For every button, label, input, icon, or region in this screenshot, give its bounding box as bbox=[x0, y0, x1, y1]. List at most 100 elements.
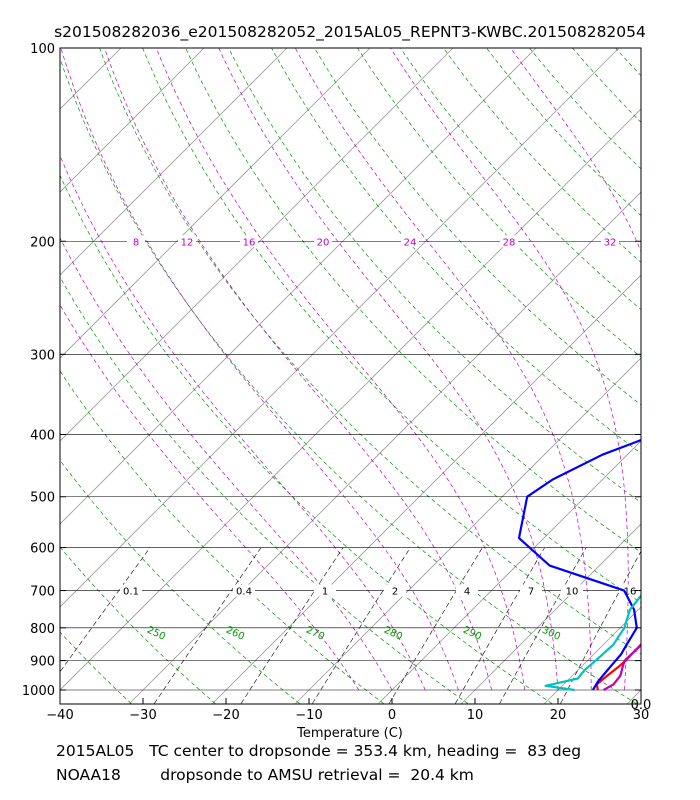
isotherm bbox=[60, 48, 537, 525]
y-tick-label: 800 bbox=[30, 622, 55, 637]
mixing-ratio-line bbox=[312, 547, 411, 704]
series-line-2 bbox=[517, 438, 641, 691]
mixing-ratio-label: 4 bbox=[464, 587, 470, 598]
moist-adiabat-label: 20 bbox=[317, 237, 330, 248]
moist-adiabat-label-bg bbox=[500, 235, 518, 248]
isotherm bbox=[60, 48, 205, 193]
moist-adiabat-label: 32 bbox=[604, 237, 617, 248]
dry-adiabat bbox=[60, 276, 469, 704]
moist-adiabat bbox=[656, 48, 700, 690]
caption-amsu-distance: NOAA18 dropsonde to AMSU retrieval = 20.… bbox=[56, 766, 474, 784]
mixing-ratio-label-bg bbox=[384, 584, 406, 597]
isotherm bbox=[212, 274, 641, 704]
series-line-3 bbox=[544, 593, 641, 692]
isotherm bbox=[60, 48, 620, 608]
isotherm bbox=[60, 48, 454, 442]
moist-adiabat bbox=[390, 48, 629, 691]
dry-adiabat bbox=[60, 631, 132, 704]
mixing-ratio-label-bg bbox=[456, 584, 478, 597]
moist-adiabat-label-bg bbox=[314, 235, 332, 248]
dry-adiabat bbox=[529, 48, 641, 170]
isotherm bbox=[60, 48, 288, 276]
dry-adiabat-label: 290 bbox=[461, 625, 483, 643]
y-tick-label: 300 bbox=[30, 348, 55, 363]
dry-adiabat bbox=[486, 48, 641, 216]
chart-series bbox=[517, 438, 641, 692]
isotherm bbox=[544, 606, 641, 704]
x-tick-label: −10 bbox=[295, 708, 322, 723]
mixing-ratio-label: 1 bbox=[322, 587, 328, 598]
moist-adiabat-label-bg bbox=[127, 235, 145, 248]
moist-adiabat-label-bg bbox=[178, 235, 196, 248]
dry-adiabat bbox=[142, 48, 641, 604]
plot-frame bbox=[59, 47, 642, 705]
y-tick-label: 100 bbox=[30, 42, 55, 57]
x-axis-label: Temperature (C) bbox=[296, 726, 403, 740]
caption-tc-distance: 2015AL05 TC center to dropsonde = 353.4 … bbox=[56, 742, 582, 760]
x-tick-label: −40 bbox=[46, 708, 73, 723]
dry-adiabat bbox=[60, 174, 553, 704]
mixing-ratio-line bbox=[499, 547, 587, 704]
dry-adiabat bbox=[314, 48, 641, 406]
chart-axes: −40 −30 −20 −10 0 10 20 30 100 200 300 400 500 600 700… bbox=[22, 42, 651, 723]
moist-adiabat-label: 12 bbox=[181, 237, 194, 248]
moist-adiabat-label: 28 bbox=[503, 237, 516, 248]
moist-adiabat-label: 24 bbox=[404, 237, 417, 248]
mixing-ratio-label-bg bbox=[314, 584, 336, 597]
isotherm bbox=[60, 108, 641, 691]
dry-adiabat bbox=[228, 48, 641, 503]
moist-adiabat-label-bg bbox=[240, 235, 258, 248]
mixing-ratio-label-bg bbox=[520, 584, 542, 597]
dry-adiabat-label: 280 bbox=[382, 625, 404, 643]
y-tick-label: 700 bbox=[30, 585, 55, 600]
mixing-ratio-line bbox=[60, 547, 151, 673]
moist-adiabat-label: 16 bbox=[243, 237, 256, 248]
chart-title: s201508282036_e201508282052_2015AL05_REP… bbox=[54, 23, 646, 42]
moist-adiabat bbox=[60, 48, 459, 691]
x-tick-label: 20 bbox=[550, 708, 567, 723]
dry-adiabat bbox=[443, 48, 641, 263]
x-tick-label: −20 bbox=[212, 708, 239, 723]
dry-adiabat bbox=[400, 48, 641, 310]
mixing-ratio-label: 16 bbox=[624, 587, 637, 598]
dry-adiabat bbox=[185, 48, 641, 553]
mixing-ratio-line bbox=[154, 547, 262, 704]
x-tick-label: 0 bbox=[388, 708, 396, 723]
dry-adiabat-label: 250 bbox=[145, 625, 167, 643]
isotherm bbox=[627, 689, 641, 704]
isotherm bbox=[60, 48, 371, 359]
dry-adiabat bbox=[60, 57, 637, 704]
mixing-ratio-label: 0.1 bbox=[123, 587, 139, 598]
moist-adiabat bbox=[294, 48, 592, 690]
dry-adiabat bbox=[572, 48, 641, 123]
dry-adiabat bbox=[99, 48, 641, 655]
dry-adiabat-label: 300 bbox=[540, 625, 562, 643]
isotherm bbox=[461, 523, 641, 704]
y-tick-label: 500 bbox=[30, 491, 55, 506]
mixing-ratio-label: 2 bbox=[392, 587, 398, 598]
moist-adiabat bbox=[60, 154, 426, 691]
x-tick-label: −30 bbox=[129, 708, 156, 723]
corner-label: 0.0 bbox=[631, 698, 652, 713]
moist-adiabat bbox=[155, 48, 526, 691]
dry-adiabat bbox=[659, 48, 700, 704]
y-tick-label: 600 bbox=[30, 542, 55, 557]
x-tick-label: 30 bbox=[633, 708, 650, 723]
isotherm bbox=[129, 191, 641, 704]
moist-adiabat-label: 8 bbox=[133, 237, 139, 248]
mixing-ratio-label: 7 bbox=[528, 587, 534, 598]
moist-adiabat bbox=[218, 48, 559, 691]
x-tick-label: 10 bbox=[467, 708, 484, 723]
mixing-ratio-label-bg bbox=[561, 584, 583, 597]
isotherm bbox=[378, 440, 641, 704]
y-tick-label: 400 bbox=[30, 429, 55, 444]
y-tick-label: 1000 bbox=[22, 684, 55, 699]
moist-adiabat bbox=[60, 237, 393, 691]
dry-adiabat bbox=[0, 48, 47, 704]
y-tick-label: 200 bbox=[30, 235, 55, 250]
mixing-ratio-label-bg bbox=[233, 584, 255, 597]
series-line-4 bbox=[603, 643, 641, 691]
dry-adiabat bbox=[357, 48, 641, 358]
mixing-ratio-label: 0.4 bbox=[236, 587, 252, 598]
